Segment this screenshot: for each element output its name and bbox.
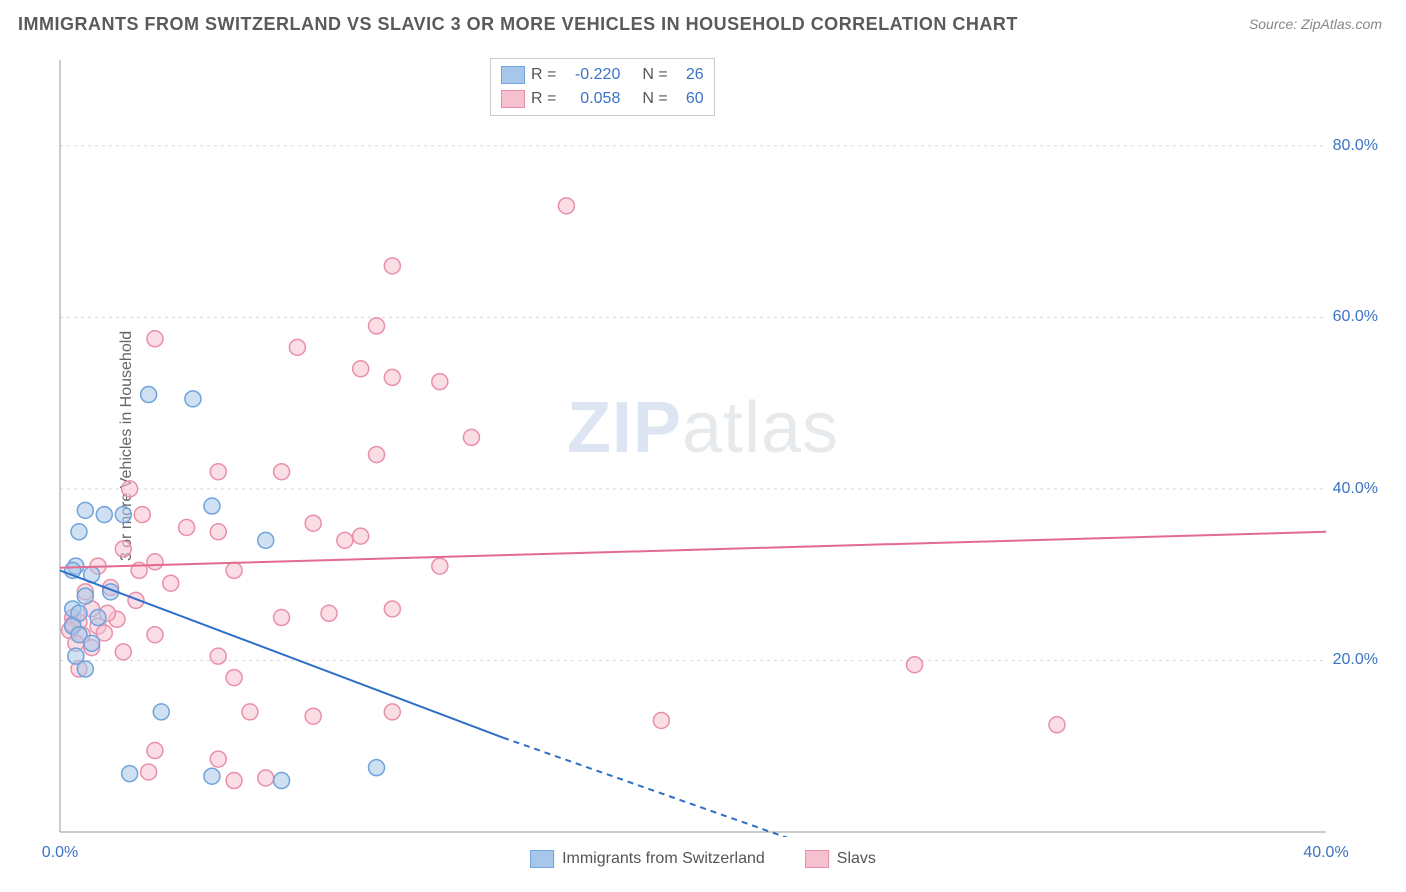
stats-legend: R = -0.220 N = 26 R = 0.058 N = 60 [490,58,715,116]
series-legend: Immigrants from Switzerland Slavs [530,850,876,868]
x-tick-label: 0.0% [42,844,78,862]
n-label-0: N = [642,63,667,87]
stats-row-series-0: R = -0.220 N = 26 [501,63,704,87]
x-tick-label: 40.0% [1303,844,1348,862]
n-value-1: 60 [674,87,704,111]
stats-row-series-1: R = 0.058 N = 60 [501,87,704,111]
swatch-series-1 [501,90,525,108]
legend-swatch-1 [805,850,829,868]
scatter-svg [55,55,1386,837]
legend-swatch-0 [530,850,554,868]
source-attribution: Source: ZipAtlas.com [1249,16,1382,32]
chart-title: IMMIGRANTS FROM SWITZERLAND VS SLAVIC 3 … [18,14,1018,35]
y-tick-label: 20.0% [1333,651,1378,669]
y-tick-label: 80.0% [1333,137,1378,155]
n-value-0: 26 [674,63,704,87]
r-label-0: R = [531,63,556,87]
n-label-1: N = [642,87,667,111]
legend-label-1: Slavs [837,850,876,868]
r-value-0: -0.220 [562,63,620,87]
r-label-1: R = [531,87,556,111]
swatch-series-0 [501,66,525,84]
y-tick-label: 60.0% [1333,308,1378,326]
legend-item-1: Slavs [805,850,876,868]
r-value-1: 0.058 [562,87,620,111]
legend-item-0: Immigrants from Switzerland [530,850,765,868]
chart-container: IMMIGRANTS FROM SWITZERLAND VS SLAVIC 3 … [0,0,1406,892]
plot-area [55,55,1386,837]
legend-label-0: Immigrants from Switzerland [562,850,765,868]
y-tick-label: 40.0% [1333,480,1378,498]
